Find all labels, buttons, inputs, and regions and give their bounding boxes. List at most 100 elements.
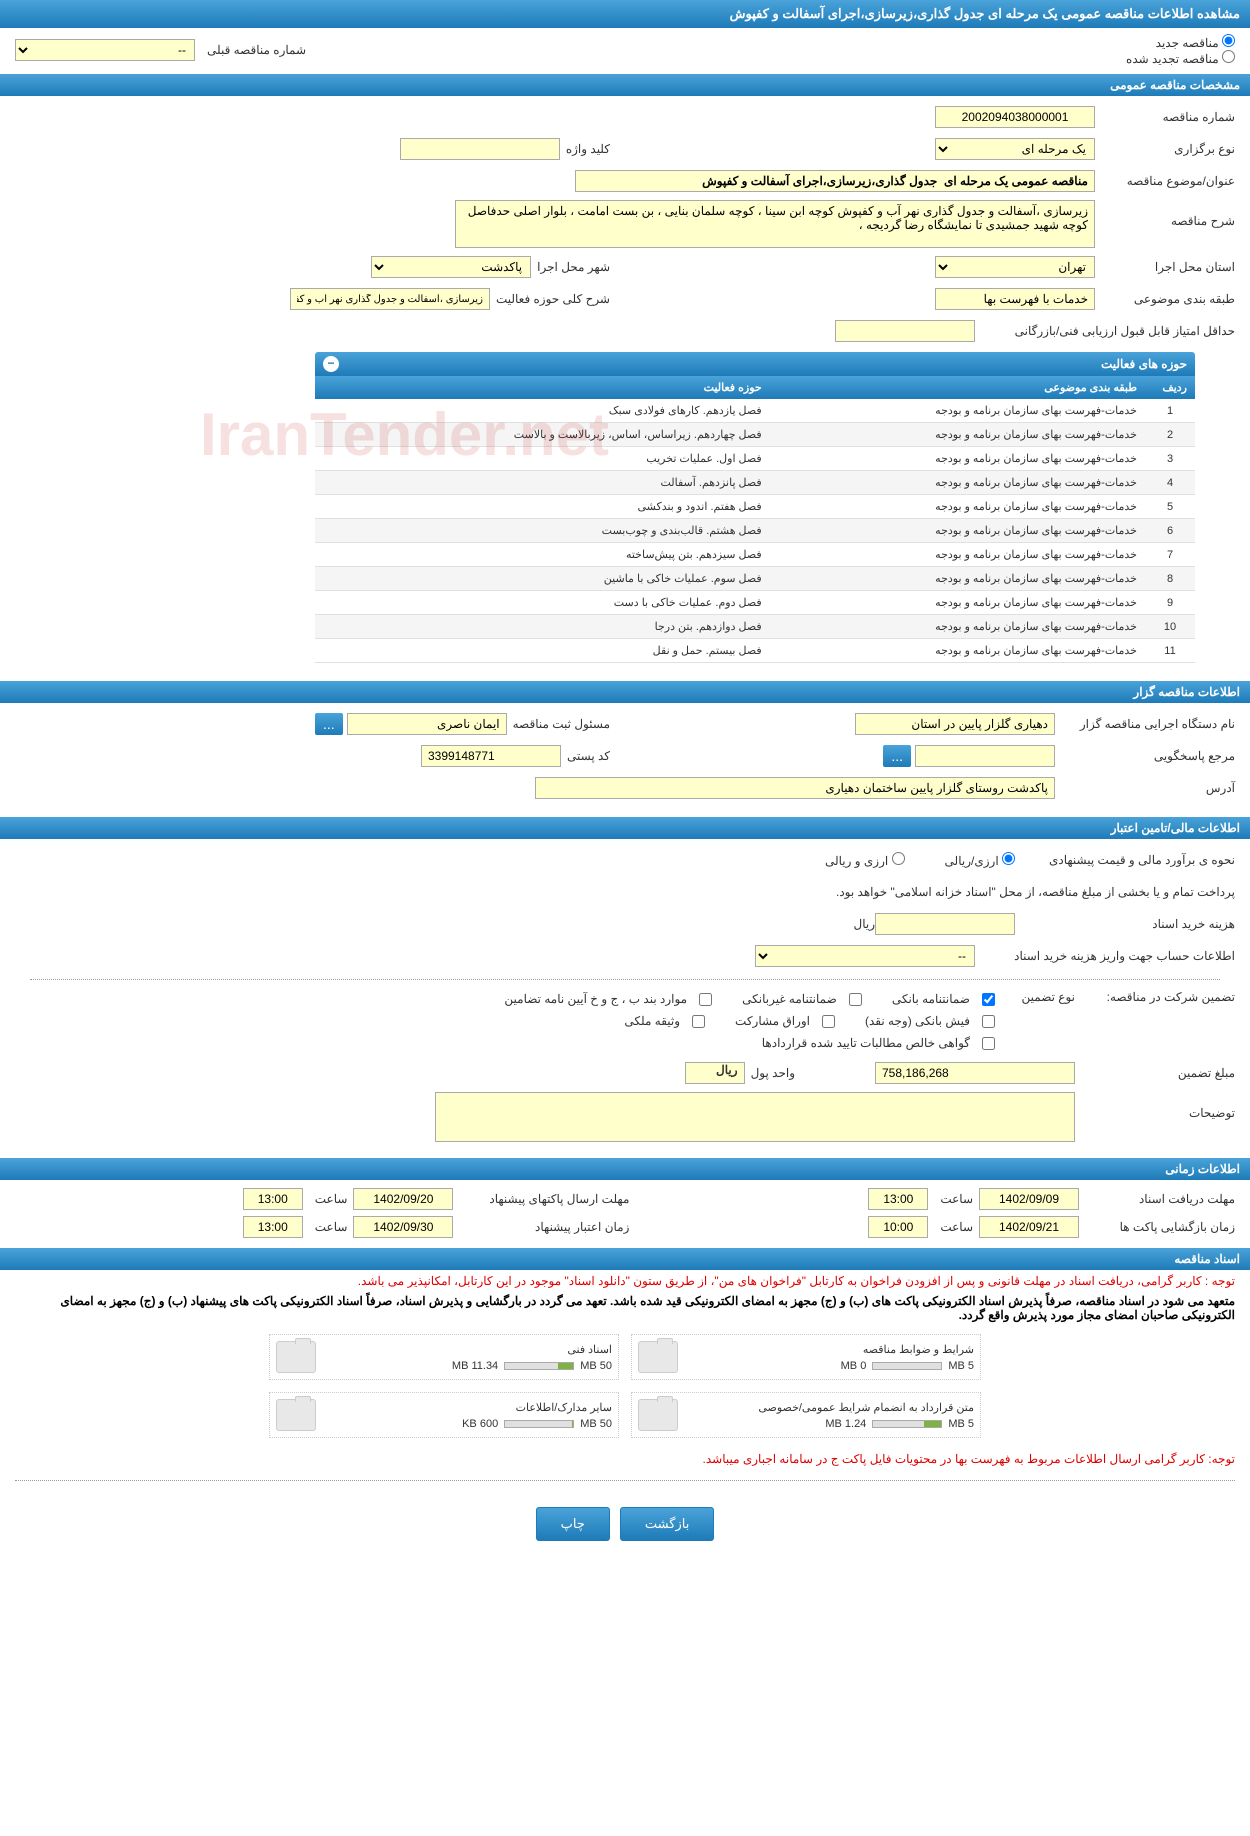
receive-time[interactable] xyxy=(868,1188,928,1210)
g7[interactable]: گواهی خالص مطالبات تایید شده قراردادها xyxy=(762,1034,995,1052)
prev-tender-select[interactable]: -- xyxy=(15,39,195,61)
table-row: 11خدمات-فهرست بهای سازمان برنامه و بودجه… xyxy=(315,639,1195,663)
city-select[interactable]: پاکدشت xyxy=(371,256,531,278)
valid-label: زمان اعتبار پیشنهاد xyxy=(459,1220,629,1234)
account-select[interactable]: -- xyxy=(755,945,975,967)
collapse-icon[interactable]: − xyxy=(323,356,339,372)
tender-no-input[interactable] xyxy=(935,106,1095,128)
activities-table: ردیف طبقه بندی موضوعی حوزه فعالیت 1خدمات… xyxy=(315,376,1195,663)
doccost-unit: ریال xyxy=(847,917,875,931)
province-select[interactable]: تهران xyxy=(935,256,1095,278)
addr-label: آدرس xyxy=(1055,781,1235,795)
activity-label: شرح کلی حوزه فعالیت xyxy=(490,292,610,306)
doc-item[interactable]: شرایط و ضوابط مناقصه 5 MB 0 MB xyxy=(631,1334,981,1380)
doccost-input[interactable] xyxy=(875,913,1015,935)
send-date[interactable] xyxy=(353,1188,453,1210)
table-row: 1خدمات-فهرست بهای سازمان برنامه و بودجهف… xyxy=(315,399,1195,423)
opt-currency[interactable]: ارزی و ریالی xyxy=(825,852,905,868)
table-row: 3خدمات-فهرست بهای سازمان برنامه و بودجهف… xyxy=(315,447,1195,471)
doccost-label: هزینه خرید اسناد xyxy=(1015,917,1235,931)
amount-input[interactable] xyxy=(875,1062,1075,1084)
resp-lookup-button[interactable]: ... xyxy=(315,713,343,735)
subject-label: عنوان/موضوع مناقصه xyxy=(1095,174,1235,188)
addr-input[interactable] xyxy=(535,777,1055,799)
postal-label: کد پستی xyxy=(561,749,610,763)
doc-item[interactable]: سایر مدارک/اطلاعات 50 MB 600 KB xyxy=(269,1392,619,1438)
table-row: 2خدمات-فهرست بهای سازمان برنامه و بودجهف… xyxy=(315,423,1195,447)
send-time[interactable] xyxy=(243,1188,303,1210)
table-row: 6خدمات-فهرست بهای سازمان برنامه و بودجهف… xyxy=(315,519,1195,543)
activity-input[interactable] xyxy=(290,288,490,310)
open-label: زمان بازگشایی پاکت ها xyxy=(1085,1220,1235,1234)
ref-lookup-button[interactable]: ... xyxy=(883,745,911,767)
postal-input[interactable] xyxy=(421,745,561,767)
radio-renewed[interactable]: مناقصه تجدید شده xyxy=(1126,52,1235,66)
table-row: 9خدمات-فهرست بهای سازمان برنامه و بودجهف… xyxy=(315,591,1195,615)
g4[interactable]: فیش بانکی (وجه نقد) xyxy=(865,1012,995,1030)
table-row: 10خدمات-فهرست بهای سازمان برنامه و بودجه… xyxy=(315,615,1195,639)
print-button[interactable]: چاپ xyxy=(536,1507,610,1541)
receive-date[interactable] xyxy=(979,1188,1079,1210)
section-financial: اطلاعات مالی/تامین اعتبار xyxy=(0,817,1250,839)
g6[interactable]: وثیقه ملکی xyxy=(624,1012,705,1030)
g5[interactable]: اوراق مشارکت xyxy=(735,1012,835,1030)
section-owner: اطلاعات مناقصه گزار xyxy=(0,681,1250,703)
minscore-input[interactable] xyxy=(835,320,975,342)
payment-note: پرداخت تمام و یا بخشی از مبلغ مناقصه، از… xyxy=(830,885,1235,899)
radio-new[interactable]: مناقصه جدید xyxy=(1156,36,1235,50)
notes-textarea[interactable] xyxy=(435,1092,1075,1142)
g1[interactable]: ضمانتنامه بانکی xyxy=(892,990,995,1008)
divider-footer xyxy=(15,1480,1235,1481)
minscore-label: حداقل امتیاز قابل قبول ارزیابی فنی/بازرگ… xyxy=(975,324,1235,338)
org-input[interactable] xyxy=(855,713,1055,735)
folder-icon xyxy=(276,1399,316,1431)
guarantee-type-label: نوع تضمین xyxy=(995,990,1075,1004)
tender-no-label: شماره مناقصه xyxy=(1095,110,1235,124)
ref-input[interactable] xyxy=(915,745,1055,767)
org-label: نام دستگاه اجرایی مناقصه گزار xyxy=(1055,717,1235,731)
ref-label: مرجع پاسخگویی xyxy=(1055,749,1235,763)
open-time[interactable] xyxy=(868,1216,928,1238)
type-select[interactable]: یک مرحله ای xyxy=(935,138,1095,160)
table-row: 8خدمات-فهرست بهای سازمان برنامه و بودجهف… xyxy=(315,567,1195,591)
desc-textarea[interactable]: زیرسازی ،آسفالت و جدول گذاری نهر آب و کف… xyxy=(455,200,1095,248)
table-row: 5خدمات-فهرست بهای سازمان برنامه و بودجهف… xyxy=(315,495,1195,519)
notes-label: توضیحات xyxy=(1075,1092,1235,1120)
activities-title: حوزه های فعالیت xyxy=(1101,357,1187,371)
valid-time[interactable] xyxy=(243,1216,303,1238)
section-timing: اطلاعات زمانی xyxy=(0,1158,1250,1180)
city-label: شهر محل اجرا xyxy=(531,260,610,274)
opt-rial[interactable]: ارزی/ریالی xyxy=(945,852,1015,868)
guarantee-label: تضمین شرکت در مناقصه: xyxy=(1075,990,1235,1004)
receive-time-label: ساعت xyxy=(934,1192,973,1206)
col-class: طبقه بندی موضوعی xyxy=(770,376,1145,399)
doc-item[interactable]: اسناد فنی 50 MB 11.34 MB xyxy=(269,1334,619,1380)
receive-label: مهلت دریافت اسناد xyxy=(1085,1192,1235,1206)
class-label: طبقه بندی موضوعی xyxy=(1095,292,1235,306)
amount-label: مبلغ تضمین xyxy=(1075,1066,1235,1080)
keyword-input[interactable] xyxy=(400,138,560,160)
col-activity: حوزه فعالیت xyxy=(315,376,770,399)
docs-note1: توجه : کاربر گرامی، دریافت اسناد در مهلت… xyxy=(0,1270,1250,1292)
province-label: استان محل اجرا xyxy=(1095,260,1235,274)
class-input[interactable] xyxy=(935,288,1095,310)
keyword-label: کلید واژه xyxy=(560,142,610,156)
type-label: نوع برگزاری xyxy=(1095,142,1235,156)
valid-date[interactable] xyxy=(353,1216,453,1238)
amount-unit: ریال xyxy=(685,1062,745,1084)
open-time-label: ساعت xyxy=(934,1220,973,1234)
open-date[interactable] xyxy=(979,1216,1079,1238)
desc-label: شرح مناقصه xyxy=(1095,200,1235,228)
col-idx: ردیف xyxy=(1145,376,1195,399)
subject-input[interactable] xyxy=(575,170,1095,192)
table-row: 4خدمات-فهرست بهای سازمان برنامه و بودجهف… xyxy=(315,471,1195,495)
folder-icon xyxy=(638,1399,678,1431)
divider xyxy=(30,979,1220,980)
resp-label: مسئول ثبت مناقصه xyxy=(507,717,610,731)
back-button[interactable]: بازگشت xyxy=(620,1507,714,1541)
resp-input[interactable] xyxy=(347,713,507,735)
g2[interactable]: ضمانتنامه غیربانکی xyxy=(742,990,862,1008)
g3[interactable]: موارد بند ب ، ج و خ آیین نامه تضامین xyxy=(504,990,712,1008)
doc-item[interactable]: متن قرارداد به انضمام شرایط عمومی/خصوصی … xyxy=(631,1392,981,1438)
folder-icon xyxy=(276,1341,316,1373)
